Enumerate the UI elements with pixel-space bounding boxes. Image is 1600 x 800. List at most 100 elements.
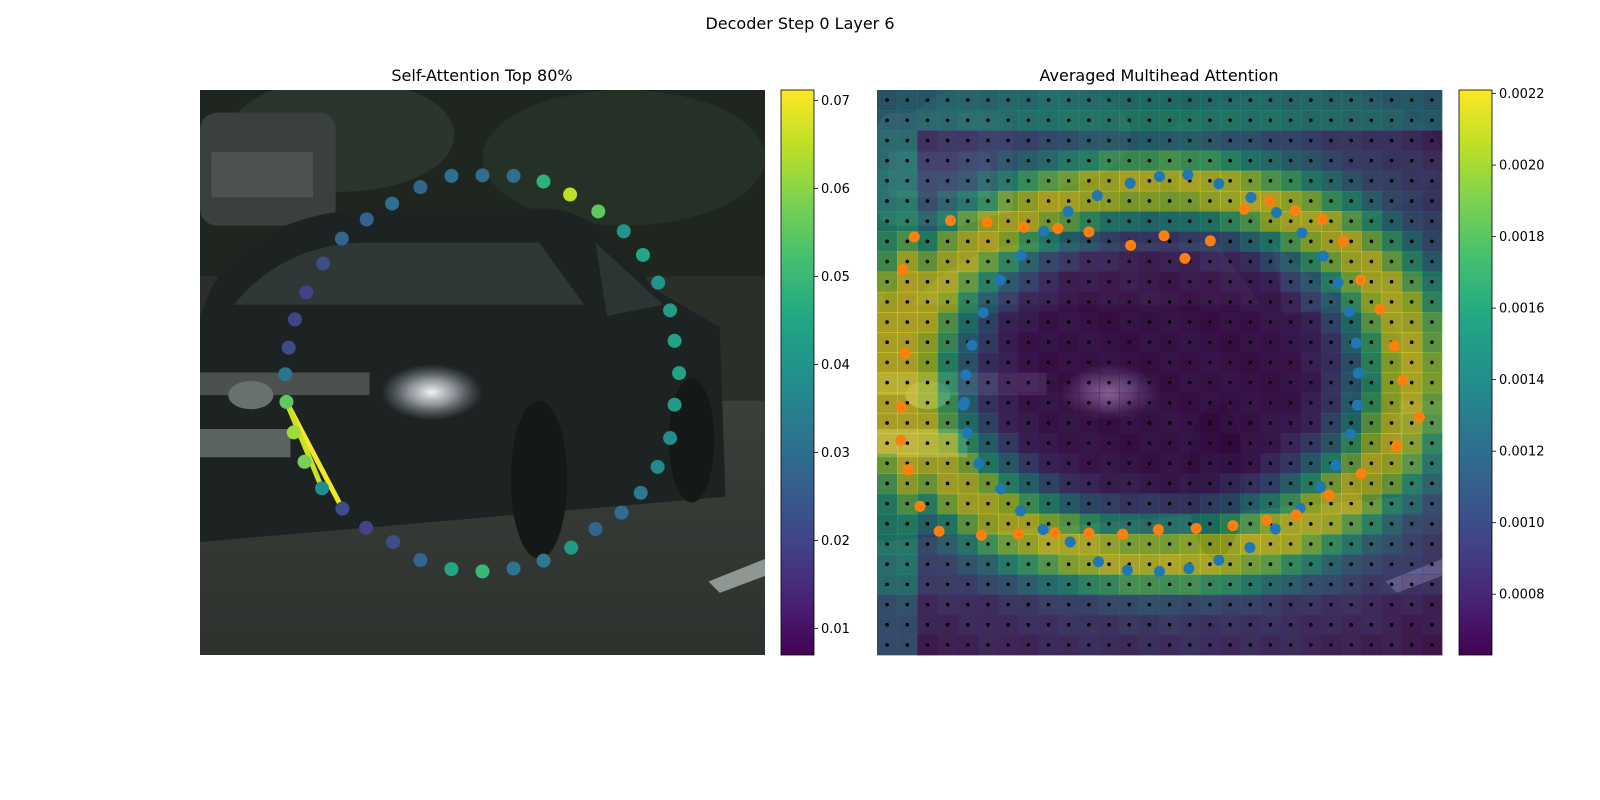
grid-dot <box>1248 562 1253 566</box>
grid-dot <box>1228 239 1232 244</box>
grid-dot <box>1167 562 1172 566</box>
grid-dot <box>1369 138 1374 143</box>
grid-dot <box>1208 522 1212 526</box>
grid-dot <box>885 219 889 223</box>
grid-dot <box>1309 118 1313 123</box>
grid-dot <box>1228 643 1232 647</box>
grid-dot <box>1309 300 1313 304</box>
grid-dot <box>1248 481 1253 486</box>
grid-dot <box>1187 219 1192 223</box>
grid-dot <box>1409 320 1414 324</box>
grid-dot <box>885 542 889 546</box>
grid-dot <box>1187 138 1192 143</box>
grid-dot <box>1248 421 1253 425</box>
grid-dot <box>1248 118 1253 123</box>
grid-dot <box>1147 279 1152 284</box>
grid-dot <box>1006 461 1010 466</box>
grid-dot <box>905 582 910 587</box>
grid-dot <box>1409 522 1414 526</box>
grid-dot <box>1167 400 1172 405</box>
grid-dot <box>1389 199 1394 203</box>
grid-dot <box>1006 542 1010 546</box>
grid-dot <box>1167 118 1172 123</box>
grid-dot <box>885 138 889 143</box>
grid-dot <box>1228 501 1232 506</box>
grid-dot <box>1268 320 1273 324</box>
orange-point <box>896 264 908 276</box>
grid-dot <box>1309 219 1313 223</box>
grid-dot <box>1409 158 1414 163</box>
grid-dot <box>1208 400 1212 405</box>
attention-point <box>335 501 350 516</box>
grid-dot <box>1349 542 1353 546</box>
grid-dot <box>925 522 930 526</box>
attention-point <box>651 275 666 290</box>
grid-dot <box>1329 259 1333 264</box>
orange-point <box>1238 203 1250 215</box>
grid-dot <box>1389 522 1394 526</box>
grid-dot <box>1248 380 1253 385</box>
blue-point <box>1343 305 1355 317</box>
grid-dot <box>1369 582 1374 587</box>
grid-dot <box>1107 259 1111 264</box>
grid-dot <box>945 380 950 385</box>
grid-dot <box>1389 279 1394 284</box>
grid-dot <box>1066 421 1071 425</box>
attention-point <box>316 256 331 271</box>
grid-dot <box>1006 118 1010 123</box>
grid-dot <box>966 441 970 445</box>
grid-dot <box>905 300 910 304</box>
grid-dot <box>905 501 910 506</box>
grid-dot <box>986 643 990 647</box>
right-colorbar-tick-label: 0.0010 <box>1499 516 1545 531</box>
grid-dot <box>1026 582 1031 587</box>
orange-point <box>899 347 911 359</box>
grid-dot <box>1107 542 1111 546</box>
grid-dot <box>1369 400 1374 405</box>
grid-dot <box>1329 622 1333 627</box>
grid-dot <box>1228 441 1232 445</box>
grid-dot <box>1208 179 1212 183</box>
grid-dot <box>1288 602 1293 607</box>
grid-dot <box>1127 98 1132 102</box>
grid-dot <box>945 643 950 647</box>
grid-dot <box>905 320 910 324</box>
grid-dot <box>1167 461 1172 466</box>
grid-dot <box>1006 98 1010 102</box>
grid-dot <box>1046 542 1051 546</box>
orange-point <box>1396 374 1408 386</box>
grid-dot <box>1187 461 1192 466</box>
grid-dot <box>905 279 910 284</box>
grid-dot <box>1349 320 1353 324</box>
grid-dot <box>885 259 889 264</box>
grid-dot <box>1046 340 1051 345</box>
grid-dot <box>1147 340 1152 345</box>
orange-point <box>1152 524 1164 536</box>
grid-dot <box>905 158 910 163</box>
grid-dot <box>1127 542 1132 546</box>
attention-point <box>564 540 579 555</box>
grid-dot <box>1369 300 1374 304</box>
left-colorbar-tick-label: 0.07 <box>821 94 850 109</box>
grid-dot <box>1409 98 1414 102</box>
right-colorbar-tick-label: 0.0014 <box>1499 373 1545 388</box>
grid-dot <box>1389 400 1394 405</box>
blue-point <box>1064 536 1076 548</box>
grid-dot <box>1107 421 1111 425</box>
grid-dot <box>1268 622 1273 627</box>
grid-dot <box>1430 320 1434 324</box>
grid-dot <box>1026 501 1031 506</box>
grid-dot <box>1309 380 1313 385</box>
grid-dot <box>1087 441 1091 445</box>
grid-dot <box>1409 300 1414 304</box>
grid-dot <box>1006 320 1010 324</box>
blue-point <box>1091 190 1103 202</box>
blue-point <box>1092 556 1104 568</box>
grid-dot <box>1409 219 1414 223</box>
grid-dot <box>945 158 950 163</box>
grid-dot <box>1309 239 1313 244</box>
grid-dot <box>1409 360 1414 365</box>
orange-point <box>1355 468 1367 480</box>
grid-dot <box>1208 259 1212 264</box>
grid-dot <box>1006 582 1010 587</box>
